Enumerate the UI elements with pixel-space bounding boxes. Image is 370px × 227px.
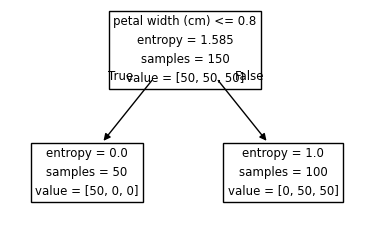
Text: entropy = 0.0
samples = 50
value = [50, 0, 0]: entropy = 0.0 samples = 50 value = [50, … <box>35 147 139 198</box>
Text: entropy = 1.0
samples = 100
value = [0, 50, 50]: entropy = 1.0 samples = 100 value = [0, … <box>228 147 339 198</box>
Text: True: True <box>108 69 133 83</box>
Text: False: False <box>235 69 265 83</box>
Text: petal width (cm) <= 0.8
entropy = 1.585
samples = 150
value = [50, 50, 50]: petal width (cm) <= 0.8 entropy = 1.585 … <box>113 15 257 85</box>
